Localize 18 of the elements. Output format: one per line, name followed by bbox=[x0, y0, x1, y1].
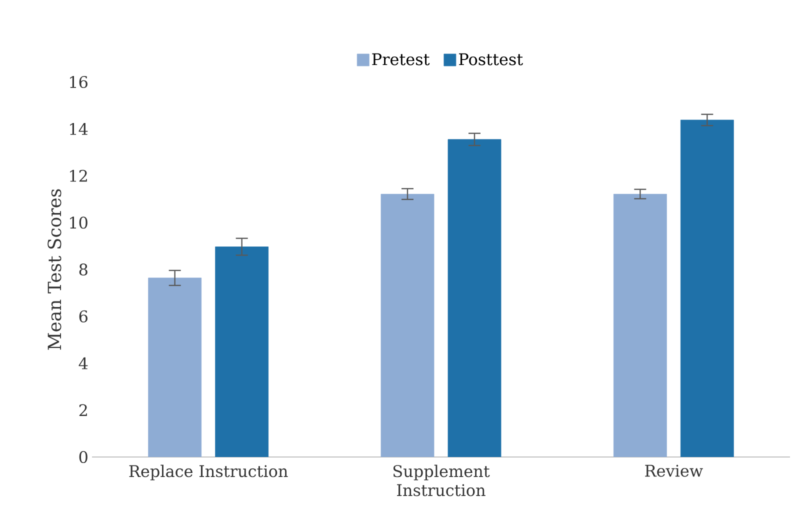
bar bbox=[380, 194, 434, 457]
legend-label: Posttest bbox=[459, 53, 523, 66]
y-tick-label: 2 bbox=[79, 404, 87, 416]
y-tick-label: 14 bbox=[70, 122, 88, 135]
y-tick-label: 10 bbox=[70, 216, 88, 229]
y-tick-label: 12 bbox=[70, 170, 87, 182]
y-tick-label: 8 bbox=[79, 263, 88, 276]
legend-label: Pretest bbox=[372, 53, 430, 66]
y-tick-label: 0 bbox=[79, 450, 88, 464]
y-tick-label: 16 bbox=[70, 76, 88, 88]
x-tick-label: Supplement Instruction bbox=[393, 464, 490, 496]
bar bbox=[148, 278, 202, 457]
x-tick-label: Replace Instruction bbox=[129, 464, 288, 480]
y-axis-title: Mean Test Scores bbox=[48, 189, 62, 350]
y-tick-label: 6 bbox=[79, 310, 88, 322]
y-tick-label: 4 bbox=[78, 357, 88, 370]
x-tick-label: Review bbox=[645, 464, 703, 477]
bar bbox=[613, 194, 667, 457]
